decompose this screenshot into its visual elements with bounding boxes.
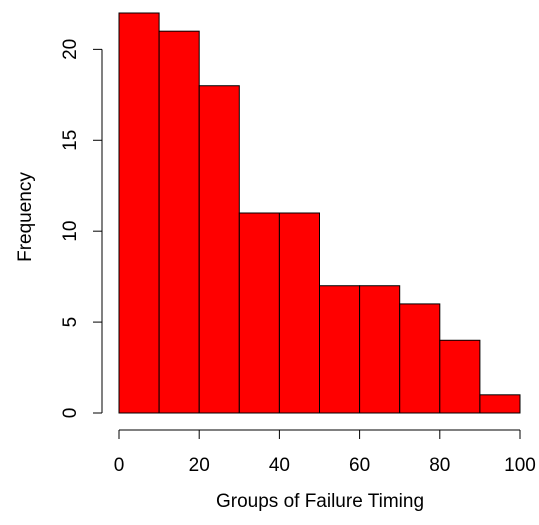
x-tick-label: 80 <box>429 455 450 476</box>
x-axis-label: Groups of Failure Timing <box>216 491 424 512</box>
x-tick-label: 100 <box>504 455 536 476</box>
histogram-bar-10 <box>479 394 521 414</box>
x-tick-label: 40 <box>269 455 290 476</box>
y-tick-label: 0 <box>60 408 81 419</box>
histogram-bar-8 <box>399 303 441 414</box>
y-tick-label: 10 <box>60 221 81 242</box>
histogram-bar-6 <box>319 285 361 414</box>
y-tick-label: 5 <box>60 317 81 328</box>
histogram-bar-1 <box>118 12 160 414</box>
x-axis: 0 20 40 60 80 100 <box>114 429 536 476</box>
histogram-bar-3 <box>198 85 240 414</box>
histogram-bar-7 <box>359 285 401 414</box>
y-axis-label: Frequency <box>15 172 36 262</box>
histogram-bar-4 <box>238 212 280 414</box>
histogram-bars <box>118 12 521 414</box>
y-tick-label: 15 <box>60 130 81 151</box>
x-tick-label: 20 <box>189 455 210 476</box>
histogram-bar-2 <box>158 30 200 414</box>
x-tick-label: 0 <box>114 455 125 476</box>
x-tick-label: 60 <box>349 455 370 476</box>
histogram-bar-5 <box>278 212 320 414</box>
y-axis: 0 5 10 15 20 <box>60 39 103 419</box>
histogram-bar-9 <box>439 339 481 414</box>
y-tick-label: 20 <box>60 39 81 60</box>
